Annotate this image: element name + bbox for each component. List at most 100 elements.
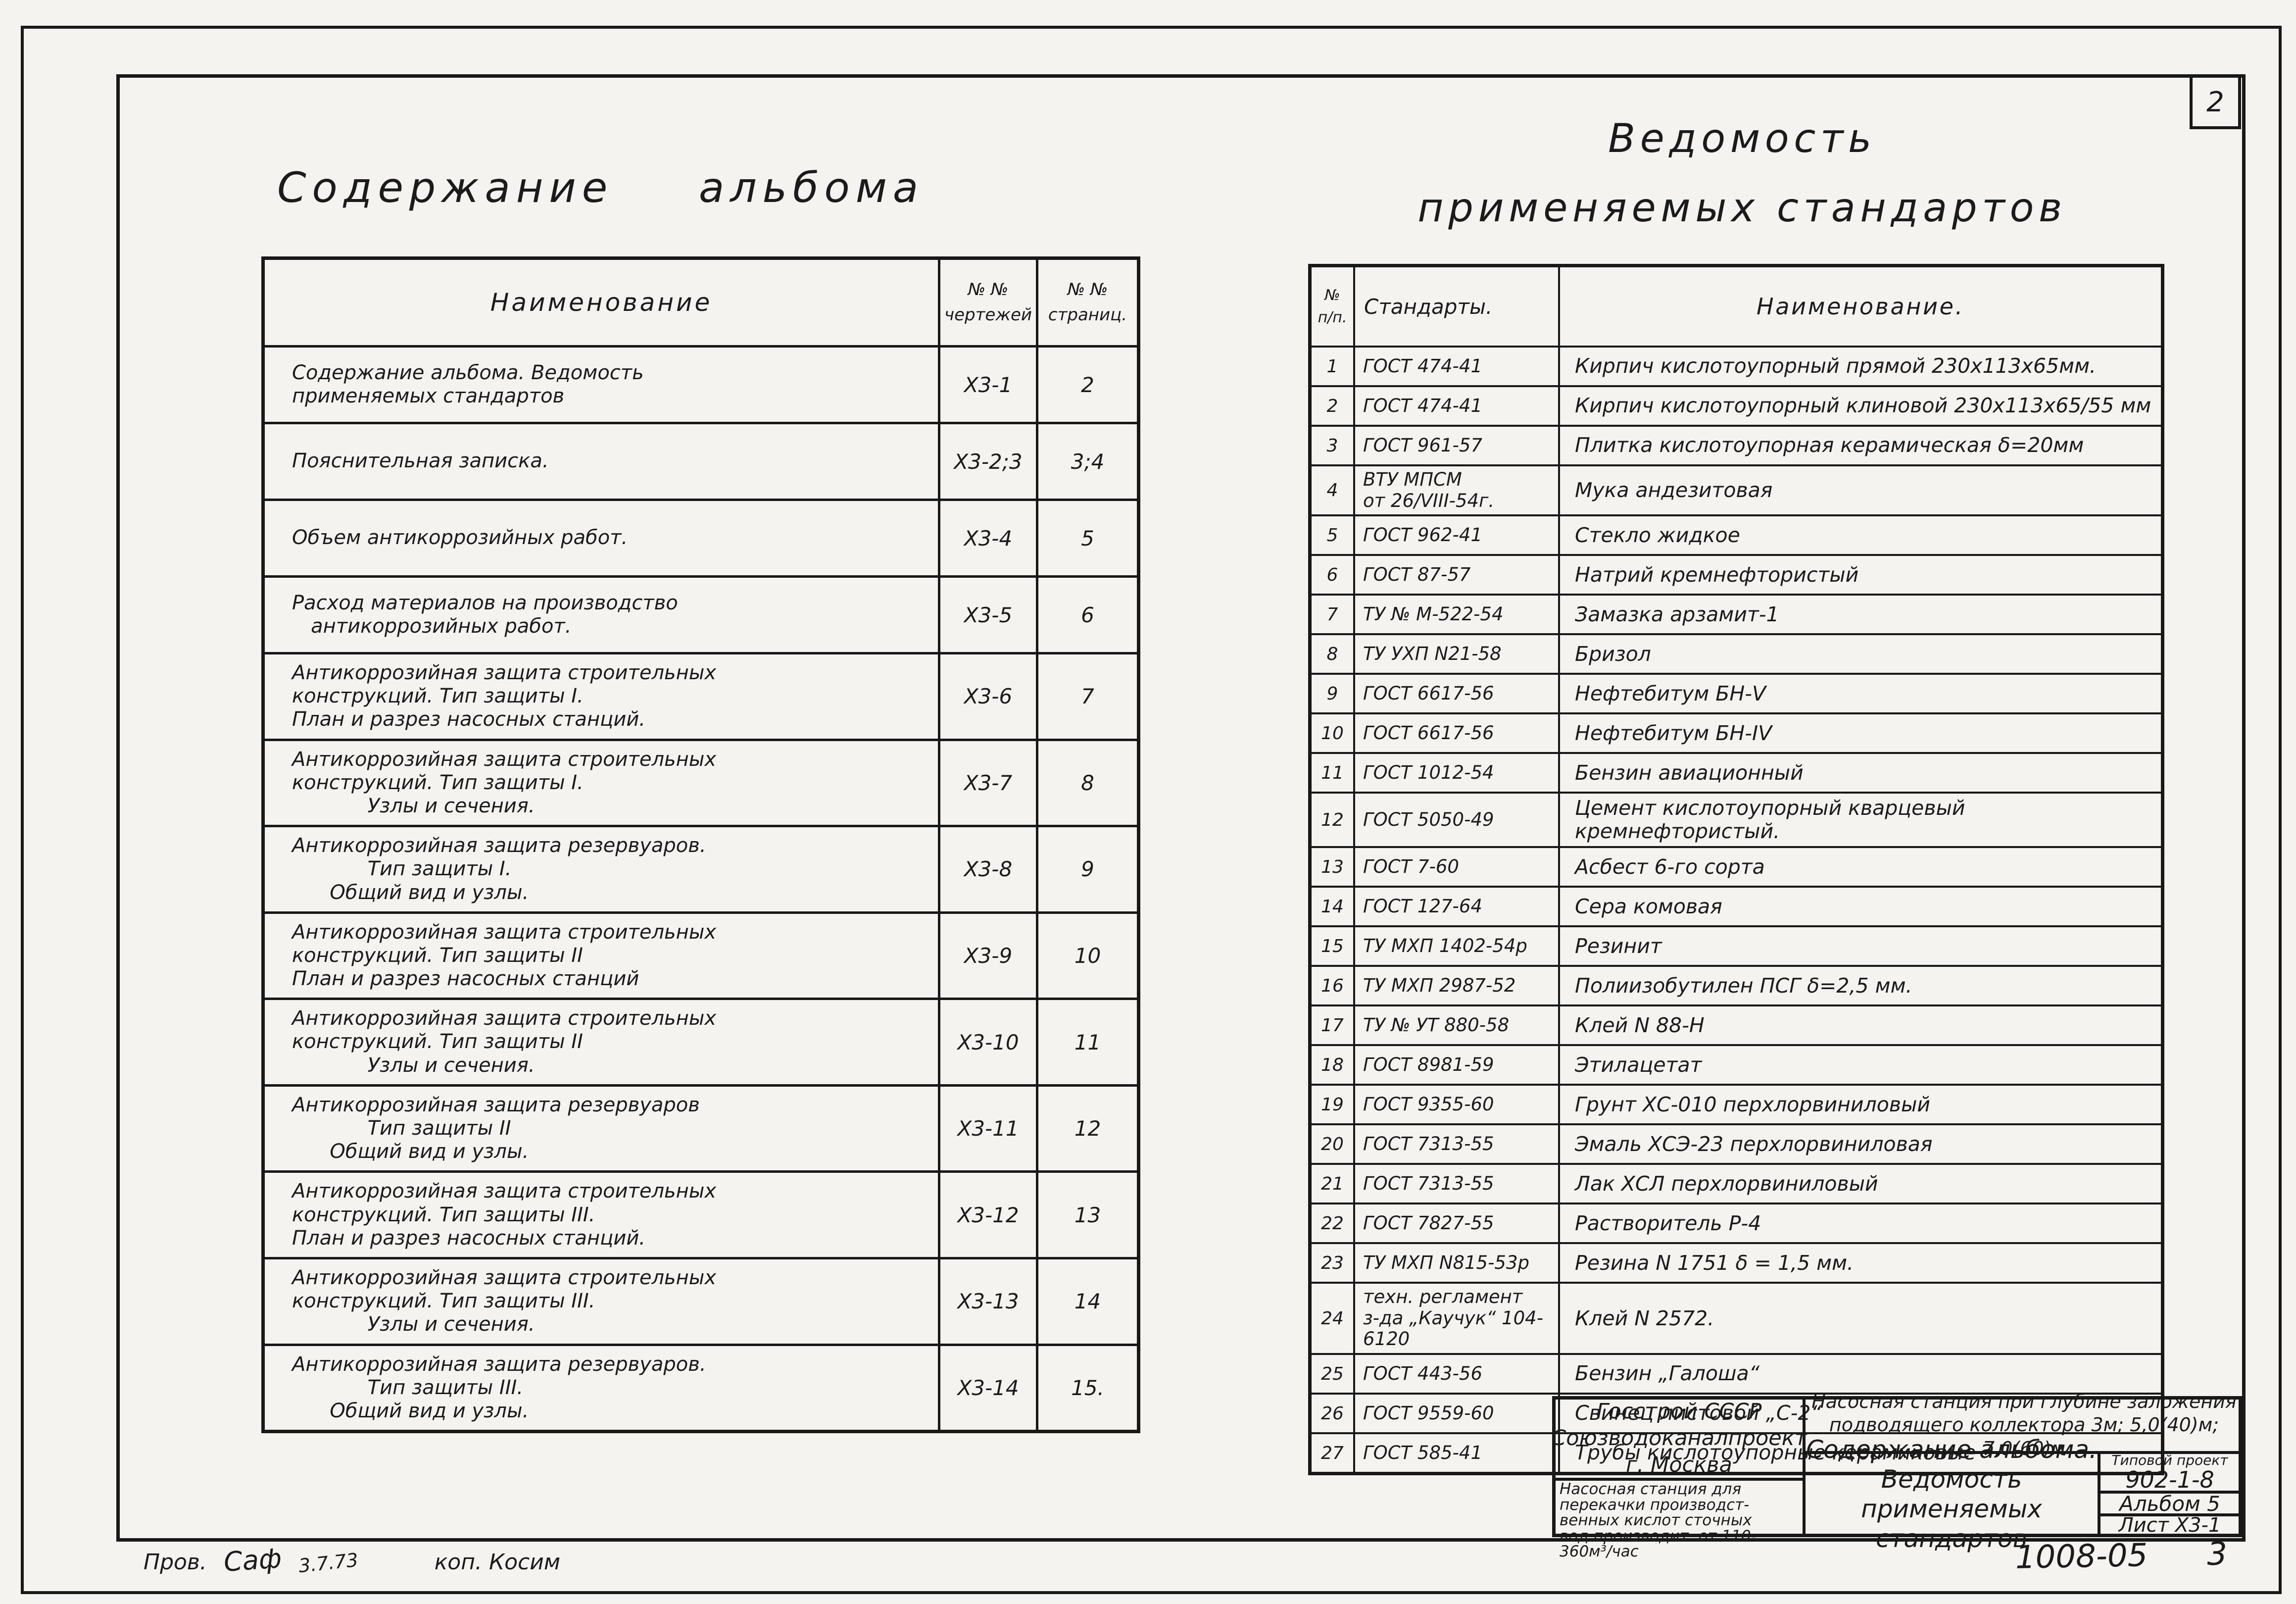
- row-name-cell: Антикоррозийная защита строительных конс…: [292, 1266, 716, 1336]
- row-name-cell: Лак ХСЛ перхлорвиниловый: [1558, 1165, 2161, 1203]
- row-name-cell: Цемент кислотоупорный кварцевый кремнефт…: [1558, 794, 2161, 847]
- project-code: 902-1-8: [2125, 1466, 2214, 1493]
- row-standard-cell: ГОСТ 474-41: [1353, 387, 1558, 425]
- row-name-cell: Кирпич кислотоупорный клиновой 230х113х6…: [1558, 387, 2161, 425]
- row-number-cell: 2: [1326, 396, 1338, 416]
- row-name-cell: Замазка арзамит-1: [1558, 596, 2161, 634]
- row-standard-cell: ТУ № УТ 880-58: [1353, 1006, 1558, 1045]
- sheet-title-cell: Содержание альбома. Ведомость применяемы…: [1806, 1435, 2097, 1553]
- page-number: 2: [2206, 86, 2224, 118]
- row-sheet-cell: Х3-5: [938, 578, 1036, 652]
- page-number-box: 2: [2190, 78, 2241, 129]
- row-number-cell: 19: [1321, 1094, 1344, 1115]
- row-name-cell: Свинец листовой „С-2“: [1558, 1395, 2161, 1433]
- row-name-cell: Нефтебитум БН-IV: [1558, 714, 2161, 752]
- table-row: 3 ГОСТ 961-57 Плитка кислотоупорная кера…: [1312, 425, 2161, 464]
- row-standard-cell: ГОСТ 6617-56: [1353, 675, 1558, 713]
- table-row: 18 ГОСТ 8981-59 Этилацетат: [1312, 1044, 2161, 1084]
- row-name-cell: Содержание альбома. Ведомость применяемы…: [292, 361, 644, 407]
- row-page-cell: 11: [1036, 1000, 1137, 1084]
- album-contents-table: Наименование № № чертежей № № страниц. С…: [261, 256, 1140, 1434]
- table-row: Антикоррозийная защита строительных конс…: [265, 738, 1137, 825]
- row-standard-cell: ТУ МХП 2987-52: [1353, 967, 1558, 1005]
- org-line: Госстрой СССР: [1596, 1399, 1762, 1424]
- table-row: 5 ГОСТ 962-41 Стекло жидкое: [1312, 514, 2161, 554]
- row-page-cell: 6: [1036, 578, 1137, 652]
- row-number-cell: 20: [1321, 1134, 1344, 1154]
- row-number-cell: 7: [1326, 604, 1338, 625]
- row-name-cell: Антикоррозийная защита строительных конс…: [292, 1007, 716, 1077]
- row-standard-cell: ГОСТ 443-56: [1353, 1355, 1558, 1393]
- table-row: 21 ГОСТ 7313-55 Лак ХСЛ перхлорвиниловый: [1312, 1163, 2161, 1203]
- row-standard-cell: ТУ № М-522-54: [1353, 596, 1558, 634]
- album-number-cell: Альбом 5: [2098, 1492, 2239, 1516]
- row-name-cell: Антикоррозийная защита строительных конс…: [292, 920, 716, 991]
- row-sheet-cell: Х3-14: [938, 1346, 1036, 1430]
- row-name-cell: Клей N 88-Н: [1558, 1006, 2161, 1045]
- row-number-cell: 12: [1321, 809, 1344, 830]
- row-name-cell: Стекло жидкое: [1558, 516, 2161, 554]
- row-sheet-cell: Х3-4: [938, 501, 1036, 575]
- row-page-cell: 3;4: [1036, 424, 1137, 499]
- row-number-cell: 14: [1321, 896, 1344, 917]
- row-standard-cell: ГОСТ 7-60: [1353, 848, 1558, 886]
- table-row: 12 ГОСТ 5050-49 Цемент кислотоупорный кв…: [1312, 792, 2161, 847]
- header-name: Наименование.: [1558, 267, 2161, 346]
- table-row: 9 ГОСТ 6617-56 Нефтебитум БН-V: [1312, 673, 2161, 713]
- row-name-cell: Клей N 2572.: [1558, 1284, 2161, 1353]
- checked-label: Пров.: [144, 1550, 207, 1575]
- row-sheet-cell: Х3-8: [938, 827, 1036, 911]
- table-row: 17 ТУ № УТ 880-58 Клей N 88-Н: [1312, 1004, 2161, 1045]
- row-standard-cell: ГОСТ 962-41: [1353, 516, 1558, 554]
- row-page-cell: 12: [1036, 1086, 1137, 1171]
- signature: Саф: [222, 1542, 283, 1578]
- row-standard-cell: ГОСТ 6617-56: [1353, 714, 1558, 752]
- row-page-cell: 13: [1036, 1173, 1137, 1257]
- row-number-cell: 16: [1321, 975, 1344, 996]
- row-standard-cell: ГОСТ 7313-55: [1353, 1125, 1558, 1163]
- row-number-cell: 21: [1321, 1173, 1344, 1194]
- table-row: Расход материалов на производство антико…: [265, 575, 1137, 652]
- table-row: 11 ГОСТ 1012-54 Бензин авиационный: [1312, 752, 2161, 792]
- row-number-cell: 5: [1326, 525, 1338, 546]
- row-number-cell: 8: [1326, 644, 1338, 664]
- row-sheet-cell: Х3-2;3: [938, 424, 1036, 499]
- header-name: Наименование: [490, 288, 713, 317]
- row-number-cell: 22: [1321, 1213, 1344, 1234]
- table-row: 20 ГОСТ 7313-55 Эмаль ХСЭ-23 перхлорвини…: [1312, 1123, 2161, 1163]
- row-name-cell: Резина N 1751 δ = 1,5 мм.: [1558, 1244, 2161, 1282]
- row-standard-cell: ГОСТ 9559-60: [1353, 1395, 1558, 1433]
- row-number-cell: 1: [1326, 356, 1338, 377]
- row-standard-cell: ТУ МХП N815-53р: [1353, 1244, 1558, 1282]
- standards-table: № п/п. Стандарты. Наименование. 1 ГОСТ 4…: [1308, 264, 2164, 1476]
- row-standard-cell: ТУ МХП 1402-54р: [1353, 927, 1558, 965]
- table-row: 13 ГОСТ 7-60 Асбест 6-го сорта: [1312, 846, 2161, 886]
- row-page-cell: 5: [1036, 501, 1137, 575]
- row-page-cell: 8: [1036, 741, 1137, 825]
- row-page-cell: 14: [1036, 1259, 1137, 1344]
- row-number-cell: 17: [1321, 1015, 1344, 1036]
- org-line: г. Москва: [1626, 1452, 1732, 1477]
- row-name-cell: Плитка кислотоупорная керамическая δ=20м…: [1558, 427, 2161, 464]
- table-row: Антикоррозийная защита строительных конс…: [265, 1256, 1137, 1344]
- row-name-cell: Мука андезитовая: [1558, 466, 2161, 515]
- row-standard-cell: ГОСТ 87-57: [1353, 556, 1558, 594]
- sheet-outer-border: [21, 26, 2282, 1594]
- row-standard-cell: ГОСТ 5050-49: [1353, 794, 1558, 847]
- table-row: Антикоррозийная защита резервуаров Тип з…: [265, 1084, 1137, 1171]
- row-number-cell: 15: [1321, 936, 1344, 956]
- table-row: Антикоррозийная защита строительных конс…: [265, 998, 1137, 1084]
- organization-cell: Госстрой СССР Союзводоканалпроект г. Мос…: [1551, 1399, 1807, 1481]
- table-row: 10 ГОСТ 6617-56 Нефтебитум БН-IV: [1312, 712, 2161, 752]
- row-standard-cell: ГОСТ 9355-60: [1353, 1086, 1558, 1124]
- row-name-cell: Антикоррозийная защита резервуаров. Тип …: [292, 1353, 706, 1422]
- row-name-cell: Объем антикоррозийных работ.: [292, 526, 628, 550]
- table-row: Антикоррозийная защита резервуаров. Тип …: [265, 1343, 1137, 1430]
- table-row: 26 ГОСТ 9559-60 Свинец листовой „С-2“: [1312, 1393, 2161, 1433]
- row-name-cell: Бензин „Галоша“: [1558, 1355, 2161, 1393]
- table-row: 7 ТУ № М-522-54 Замазка арзамит-1: [1312, 594, 2161, 634]
- row-standard-cell: ГОСТ 8981-59: [1353, 1046, 1558, 1084]
- row-sheet-cell: Х3-12: [938, 1173, 1036, 1257]
- row-standard-cell: ГОСТ 961-57: [1353, 427, 1558, 464]
- row-name-cell: Натрий кремнефтористый: [1558, 556, 2161, 594]
